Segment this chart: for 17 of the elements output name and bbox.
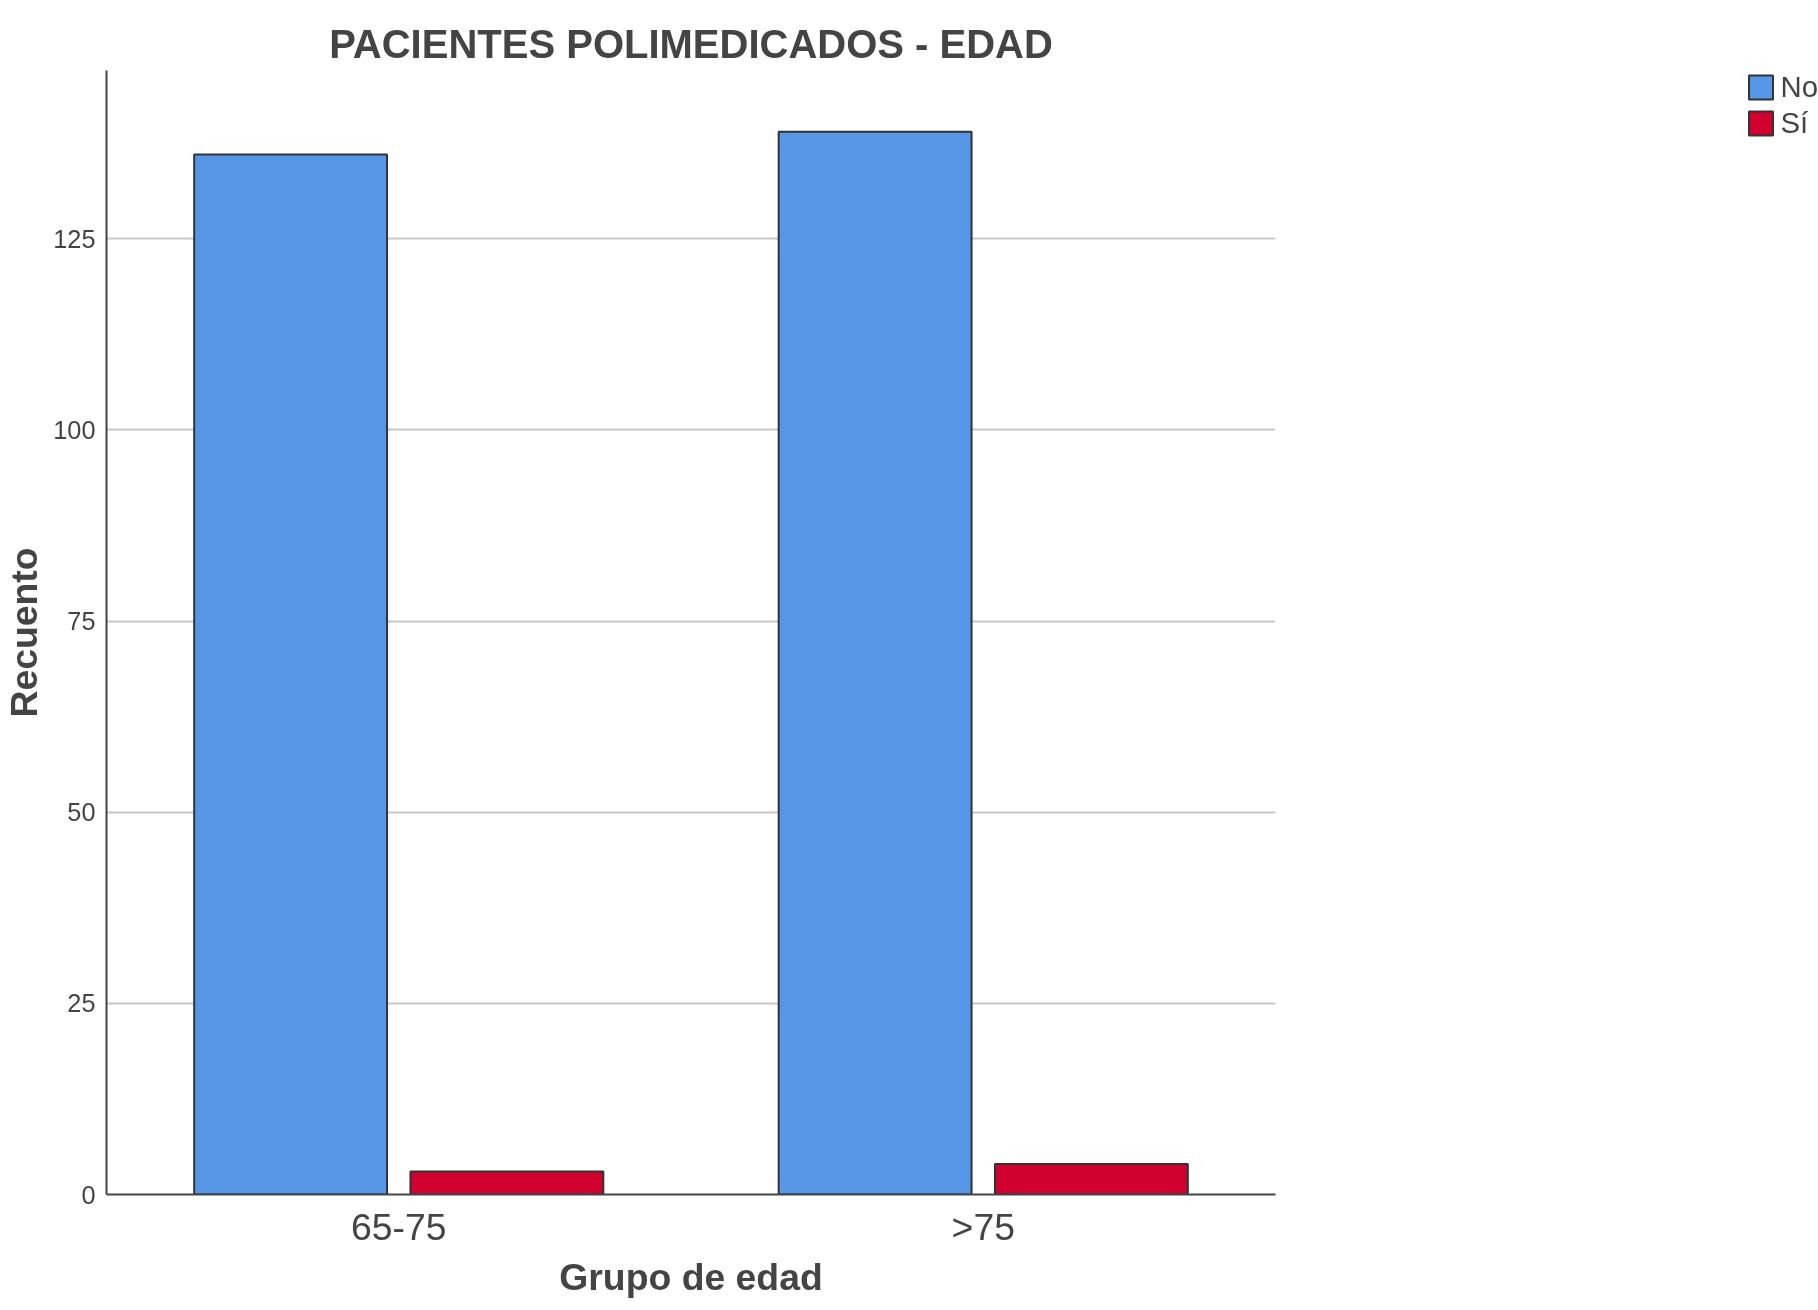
legend-label: Sí — [1780, 106, 1809, 140]
legend-label: No — [1780, 70, 1818, 104]
x-tick-label: 65-75 — [351, 1205, 447, 1248]
y-tick-label: 0 — [81, 1180, 96, 1209]
y-axis-title: Recuento — [3, 547, 46, 718]
bar — [193, 153, 389, 1195]
y-tick-label: 100 — [53, 415, 96, 444]
bar — [993, 1162, 1189, 1195]
y-tick-label: 125 — [53, 224, 96, 253]
x-tick-label: >75 — [951, 1205, 1015, 1248]
y-tick-label: 75 — [67, 607, 96, 636]
chart-title: PACIENTES POLIMEDICADOS - EDAD — [329, 21, 1053, 66]
x-axis-title: Grupo de edad — [559, 1255, 823, 1298]
bar — [409, 1170, 605, 1195]
y-tick-label: 25 — [67, 989, 96, 1018]
y-tick-label: 50 — [67, 798, 96, 827]
bar — [777, 130, 973, 1195]
